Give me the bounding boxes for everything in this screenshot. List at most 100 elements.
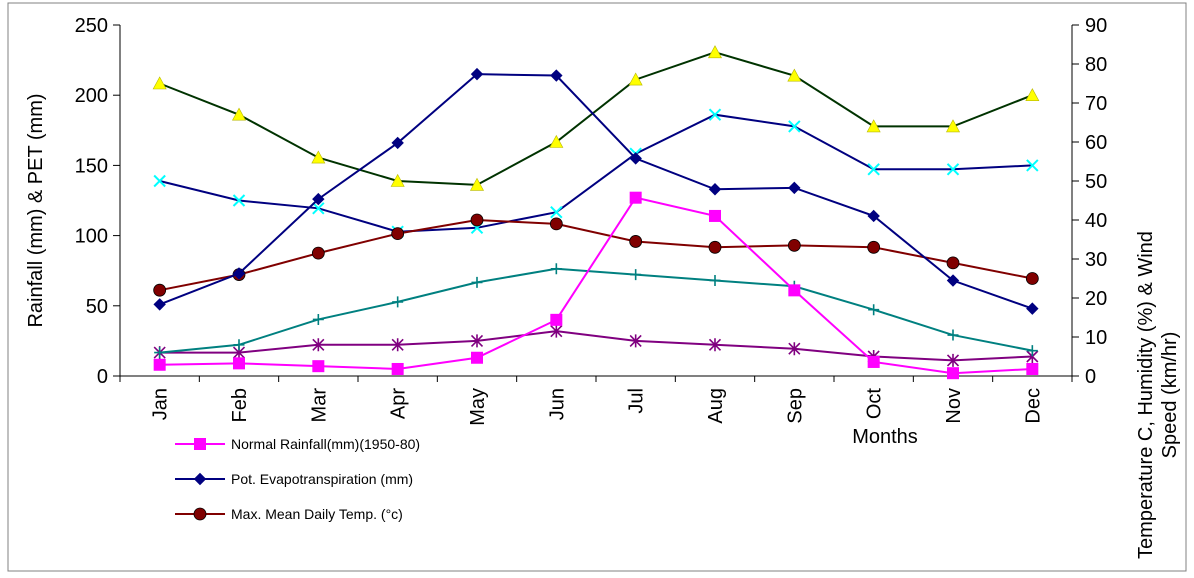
data-point-circle-marker (867, 240, 881, 254)
data-point-x-marker (867, 163, 880, 176)
x-tick-label: Nov (943, 388, 965, 424)
data-point-x-marker (232, 194, 246, 207)
data-point-triangle-marker (469, 177, 485, 191)
data-point-square-marker (788, 284, 801, 297)
right-tick-label: 50 (1085, 171, 1107, 193)
data-point-star-marker (788, 342, 801, 356)
data-point-square-marker (550, 313, 563, 326)
data-point-diamond-marker (946, 274, 960, 287)
chart-border (7, 2, 1187, 572)
data-point-triangle-marker (945, 119, 961, 133)
data-point-triangle-marker (787, 68, 802, 82)
data-point-plus-marker (471, 276, 483, 288)
series-line (159, 267, 1033, 354)
data-point-triangle-marker (707, 45, 723, 59)
data-point-triangle-marker (1025, 88, 1040, 101)
data-point-square-marker (391, 362, 404, 375)
data-point-diamond-marker (153, 298, 166, 311)
data-point-plus-marker (947, 329, 959, 341)
x-tick-label: Feb (229, 388, 251, 422)
data-point-plus-marker (312, 313, 324, 325)
data-point-triangle-marker (549, 134, 564, 148)
data-point-triangle-marker (628, 72, 643, 86)
data-point-square-marker (709, 209, 721, 222)
series-line (159, 330, 1033, 362)
data-point-circle-marker (193, 507, 207, 521)
series-group (152, 45, 1040, 191)
right-tick-label: 80 (1085, 54, 1107, 76)
x-tick-label: Dec (1022, 388, 1044, 424)
data-point-star-marker (708, 338, 722, 352)
x-axis-title: Months (852, 426, 918, 448)
data-point-diamond-marker (867, 209, 880, 223)
data-point-square-marker (471, 351, 483, 364)
data-point-triangle-marker (152, 76, 167, 90)
data-point-star-marker (629, 334, 642, 348)
x-tick-label: Apr (388, 388, 410, 419)
data-point-circle-marker (1025, 272, 1039, 285)
data-point-plus-marker (550, 263, 562, 275)
right-tick-label: 30 (1085, 249, 1107, 271)
right-tick-label: 20 (1085, 288, 1107, 310)
data-point-x-marker (153, 174, 166, 188)
data-point-x-marker (550, 205, 563, 219)
data-point-x-marker (788, 120, 801, 133)
legend-label: Pot. Evapotranspiration (mm) (231, 471, 413, 487)
left-tick-label: 250 (75, 15, 108, 37)
right-axis-title-line1: Temperature C, Humidity (%) & Wind (1135, 231, 1157, 559)
data-point-diamond-marker (708, 183, 722, 196)
data-point-square-marker (947, 367, 959, 380)
left-tick-label: 100 (75, 226, 108, 248)
data-point-circle-marker (153, 283, 167, 297)
right-tick-label: 90 (1085, 15, 1107, 37)
data-point-diamond-marker (391, 136, 404, 150)
data-point-triangle-marker (231, 107, 247, 121)
data-point-square-marker (153, 358, 166, 371)
data-point-circle-marker (311, 246, 325, 260)
right-axis-title-line2: Speed (km/hr) (1159, 332, 1181, 459)
data-point-plus-marker (630, 269, 642, 281)
legend-entry: Pot. Evapotranspiration (mm) (175, 471, 413, 487)
data-point-diamond-marker (312, 192, 325, 206)
data-point-star-marker (946, 353, 960, 367)
legend-label: Normal Rainfall(mm)(1950-80) (231, 436, 420, 452)
data-point-circle-marker (629, 235, 643, 248)
data-point-diamond-marker (629, 152, 642, 165)
data-point-square-marker (194, 438, 206, 450)
data-point-diamond-marker (470, 67, 484, 81)
left-tick-label: 50 (86, 296, 108, 318)
data-point-star-marker (312, 338, 325, 352)
x-tick-label: Aug (705, 388, 727, 424)
data-point-circle-marker (787, 238, 801, 252)
data-point-plus-marker (233, 339, 245, 351)
left-tick-label: 0 (97, 366, 108, 388)
x-tick-label: Oct (864, 388, 886, 420)
data-point-star-marker (391, 338, 404, 352)
series-line (159, 73, 1033, 310)
data-point-star-marker (470, 334, 484, 348)
data-point-circle-marker (946, 256, 960, 270)
data-point-triangle-marker (390, 173, 405, 187)
data-point-square-marker (867, 355, 880, 368)
series-group (153, 324, 1039, 367)
data-point-square-marker (1026, 362, 1039, 375)
data-point-circle-marker (708, 240, 722, 254)
left-tick-label: 200 (75, 85, 108, 107)
series-line (159, 196, 1033, 375)
legend-entry: Max. Mean Daily Temp. (°c) (175, 506, 403, 522)
series-line (159, 51, 1033, 186)
left-tick-label: 150 (75, 155, 108, 177)
x-tick-label: Sep (784, 388, 806, 424)
right-tick-label: 10 (1085, 327, 1107, 349)
series-line (159, 218, 1033, 292)
data-point-x-marker (946, 163, 960, 176)
series-group (153, 191, 1039, 380)
x-tick-label: Jun (546, 388, 568, 420)
data-point-plus-marker (709, 274, 721, 286)
right-tick-label: 40 (1085, 210, 1107, 232)
legend-label: Max. Mean Daily Temp. (°c) (231, 506, 403, 522)
data-point-diamond-marker (1026, 302, 1039, 315)
series-line (159, 113, 1033, 233)
data-point-triangle-marker (311, 150, 326, 164)
